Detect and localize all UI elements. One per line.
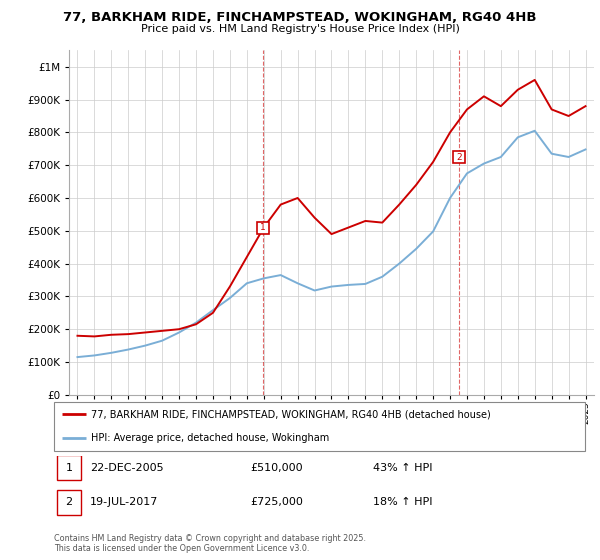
FancyBboxPatch shape <box>56 455 81 480</box>
FancyBboxPatch shape <box>56 489 81 515</box>
Text: 1: 1 <box>260 223 266 232</box>
Text: £510,000: £510,000 <box>250 463 303 473</box>
Text: 2: 2 <box>457 152 462 161</box>
Text: 77, BARKHAM RIDE, FINCHAMPSTEAD, WOKINGHAM, RG40 4HB: 77, BARKHAM RIDE, FINCHAMPSTEAD, WOKINGH… <box>63 11 537 24</box>
Text: 43% ↑ HPI: 43% ↑ HPI <box>373 463 432 473</box>
Text: HPI: Average price, detached house, Wokingham: HPI: Average price, detached house, Woki… <box>91 433 329 443</box>
Text: 2: 2 <box>65 497 73 507</box>
FancyBboxPatch shape <box>54 402 585 451</box>
Text: Price paid vs. HM Land Registry's House Price Index (HPI): Price paid vs. HM Land Registry's House … <box>140 24 460 34</box>
Text: Contains HM Land Registry data © Crown copyright and database right 2025.
This d: Contains HM Land Registry data © Crown c… <box>54 534 366 553</box>
Text: 19-JUL-2017: 19-JUL-2017 <box>90 497 158 507</box>
Text: 22-DEC-2005: 22-DEC-2005 <box>90 463 164 473</box>
Text: £725,000: £725,000 <box>250 497 304 507</box>
Text: 1: 1 <box>65 463 73 473</box>
Text: 77, BARKHAM RIDE, FINCHAMPSTEAD, WOKINGHAM, RG40 4HB (detached house): 77, BARKHAM RIDE, FINCHAMPSTEAD, WOKINGH… <box>91 409 491 419</box>
Text: 18% ↑ HPI: 18% ↑ HPI <box>373 497 432 507</box>
